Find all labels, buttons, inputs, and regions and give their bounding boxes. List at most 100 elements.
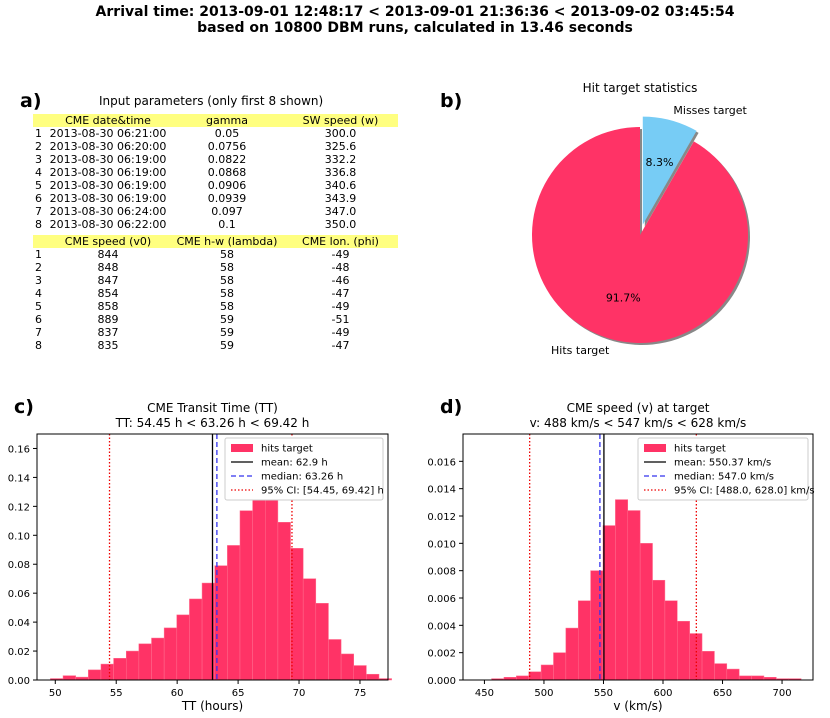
table-row: 1 2013-08-30 06:21:00 0.05 300.0 (33, 127, 398, 140)
column-header: CME lon. (phi) (283, 235, 398, 248)
speed-bar (528, 671, 542, 681)
row-index: 1 (35, 127, 42, 140)
table-cell: 844 (97, 248, 119, 261)
tt-subtitle: TT: 54.45 h < 63.26 h < 69.42 h (115, 416, 310, 430)
tt-bar (315, 603, 329, 681)
tt-legend-swatch (231, 444, 253, 452)
tt-y-tick-label: 0.12 (8, 502, 30, 513)
table-cell: 58 (220, 287, 234, 300)
table-cell: -49 (331, 248, 350, 261)
table-cell: -49 (331, 300, 350, 313)
table-cell: 336.8 (324, 166, 357, 179)
speed-subtitle: v: 488 km/s < 547 km/s < 628 km/s (530, 416, 747, 430)
tt-legend: hits target mean: 62.9 h median: 63.26 h 95… (224, 437, 384, 501)
table-title: Input parameters (only first 8 shown) (99, 94, 324, 108)
table-header-row: CME speed (v0) CME h-w (lambda) CME lon.… (33, 235, 398, 248)
tt-axes-frame (36, 433, 389, 681)
table-cell: 854 (97, 287, 119, 300)
speed-y-tick-label: 0.006 (427, 594, 456, 605)
tt-bar (340, 653, 354, 681)
row-index: 7 (35, 326, 42, 339)
row-index: 2 (35, 140, 42, 153)
table-row: 7 2013-08-30 06:24:00 0.097 347.0 (33, 205, 398, 218)
table-header-row: CME date&time gamma SW speed (w) (33, 114, 398, 127)
table-cell: 347.0 (324, 205, 357, 218)
column-header: CME speed (v0) (45, 235, 171, 248)
table-cell: 0.0822 (207, 153, 247, 166)
row-index: 4 (35, 166, 42, 179)
table-row: 5 858 58 -49 (33, 300, 398, 313)
table-cell: -51 (331, 313, 350, 326)
panel-letter-d: d) (440, 396, 463, 418)
speed-y-tick-label: 0.012 (427, 512, 456, 523)
hit-target-pie-chart: Hit target statistics 91.7% Hits target 8.3… (532, 81, 750, 357)
table-cell: 848 (97, 261, 119, 274)
tt-y-tick-label: 0.02 (8, 647, 30, 658)
speed-x-tick-label: 700 (773, 688, 792, 699)
panel-letter-b: b) (440, 90, 463, 112)
pie-slice-hits-target (532, 127, 748, 343)
tt-bar (265, 495, 279, 681)
speed-bar (714, 663, 728, 681)
tt-bar (176, 614, 190, 681)
tt-bar (353, 665, 367, 681)
tt-y-tick-label: 0.16 (8, 444, 30, 455)
tt-y-tick-label: 0.00 (8, 676, 30, 687)
speed-legend: hits target mean: 550.37 km/s median: 547.… (637, 437, 815, 501)
tt-x-tick-label: 60 (171, 688, 184, 699)
tt-y-tick-label: 0.04 (8, 618, 30, 629)
speed-axes-frame (462, 433, 814, 681)
table-row: 2 848 58 -48 (33, 261, 398, 274)
table-row: 4 854 58 -47 (33, 287, 398, 300)
table-cell: 0.0906 (207, 179, 247, 192)
pie-title: Hit target statistics (583, 81, 698, 95)
table-cell: -48 (331, 261, 350, 274)
tt-bar (239, 510, 253, 681)
figure-title: Arrival time: 2013-09-01 12:48:17 < 2013… (0, 4, 830, 36)
tt-x-axis-label: TT (hours) (181, 699, 243, 713)
tt-bar (302, 578, 317, 681)
row-index: 1 (35, 248, 42, 261)
speed-bar (652, 579, 666, 681)
table-cell: -47 (331, 339, 350, 352)
pie-slice-misses-target (642, 116, 697, 225)
tt-legend-label: mean: 62.9 h (261, 458, 328, 469)
table-cell: 0.0868 (207, 166, 247, 179)
table-cell: 0.1 (218, 218, 236, 231)
tt-bar (138, 643, 152, 681)
speed-x-tick-label: 450 (475, 688, 494, 699)
table-row: 8 2013-08-30 06:22:00 0.1 350.0 (33, 218, 398, 231)
tt-x-tick-label: 65 (232, 688, 245, 699)
row-index: 2 (35, 261, 42, 274)
table-cell: 0.0756 (207, 140, 247, 153)
tt-bar (100, 663, 114, 681)
tt-legend-box (224, 437, 384, 501)
table-cell: 58 (220, 248, 234, 261)
table-row: 8 835 59 -47 (33, 339, 398, 352)
tt-title: CME Transit Time (TT) (147, 401, 278, 415)
tt-legend-label: median: 63.26 h (261, 472, 343, 483)
table-cell: 59 (220, 313, 234, 326)
speed-y-tick-label: 0.014 (427, 485, 456, 496)
table-cell: 2013-08-30 06:22:00 (49, 218, 167, 231)
table-cell: 332.2 (324, 153, 357, 166)
speed-legend-label: mean: 550.37 km/s (674, 458, 771, 469)
tt-legend-label: hits target (261, 444, 313, 455)
table-row: 5 2013-08-30 06:19:00 0.0906 340.6 (33, 179, 398, 192)
speed-legend-swatch (644, 444, 666, 452)
table-row: 3 2013-08-30 06:19:00 0.0822 332.2 (33, 153, 398, 166)
tt-y-tick-label: 0.06 (8, 589, 30, 600)
table-cell: 325.6 (324, 140, 357, 153)
speed-bar (677, 620, 690, 681)
speed-bar (701, 651, 715, 681)
table-cell: 350.0 (324, 218, 357, 231)
figure-title-line1: Arrival time: 2013-09-01 12:48:17 < 2013… (95, 4, 735, 20)
row-index: 8 (35, 218, 42, 231)
speed-legend-label: 95% CI: [488.0, 628.0] km/s (674, 486, 815, 497)
table-cell: 59 (220, 339, 234, 352)
speed-y-tick-label: 0.002 (427, 649, 456, 660)
table-cell: 2013-08-30 06:19:00 (49, 192, 167, 205)
speed-legend-label: median: 547.0 km/s (674, 472, 774, 483)
panel-letter-c: c) (14, 396, 34, 418)
